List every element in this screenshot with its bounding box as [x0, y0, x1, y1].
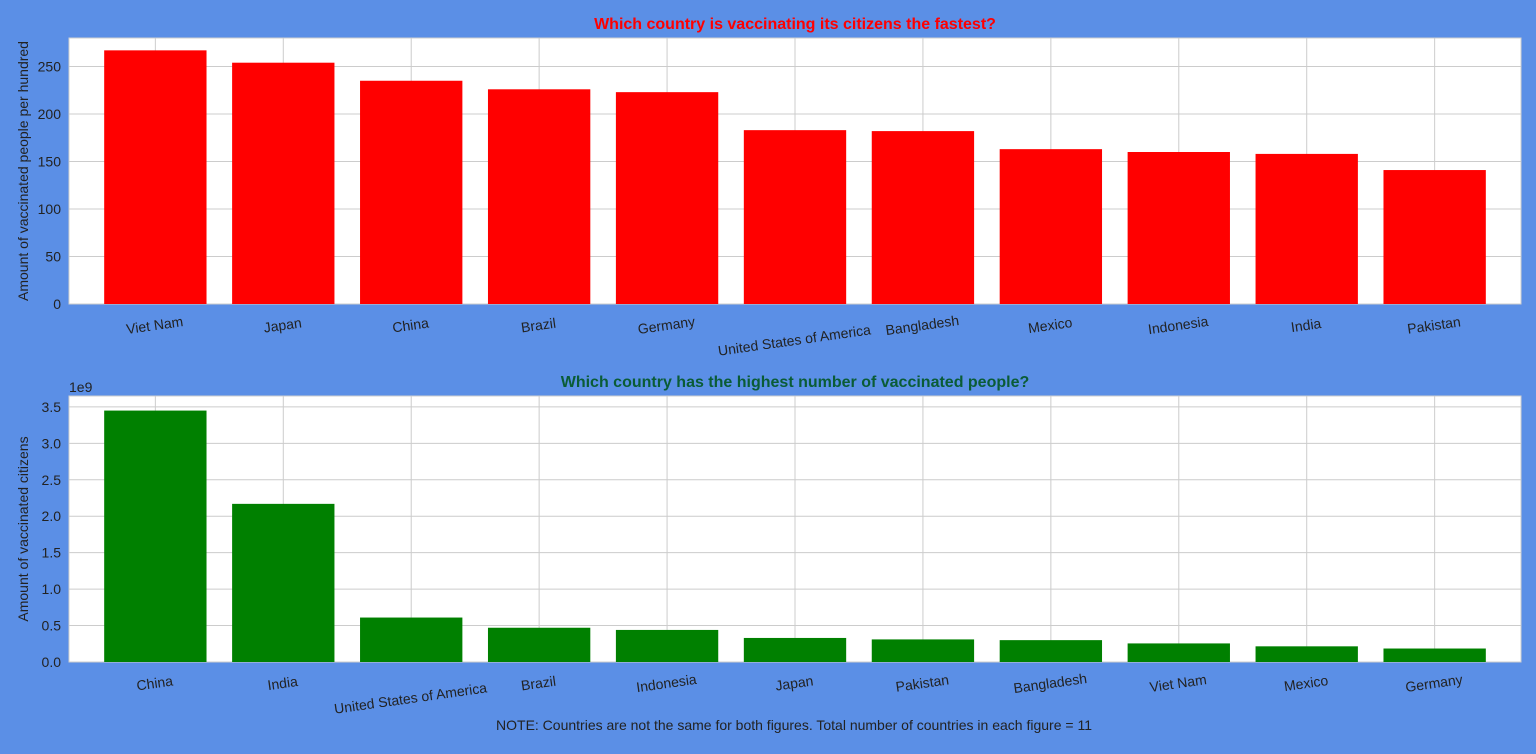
chart-1: 0 50 100 150 200 250 Viet Nam Japan China Brazil G… — [15, 16, 1522, 359]
bar-indonesia — [1127, 152, 1230, 304]
x-tick-label: Pakistan — [1406, 313, 1461, 336]
bar-pakistan — [871, 639, 975, 662]
y-tick-label: 2.0 — [42, 508, 62, 524]
x-tick-label: China — [391, 315, 430, 336]
y-tick-label: 3.5 — [42, 399, 62, 415]
bar-mexico — [999, 149, 1103, 304]
x-tick-label: Germany — [637, 313, 696, 337]
y-tick-label: 50 — [45, 249, 61, 265]
charts-group: 0 50 100 150 200 250 Viet Nam Japan China Brazil G… — [15, 16, 1522, 717]
x-tick-label: Mexico — [1027, 314, 1073, 336]
bar-united-states-of-america — [743, 130, 847, 304]
y-axis-label: Amount of vaccinated people per hundred — [15, 41, 31, 301]
y-offset-label: 1e9 — [69, 379, 93, 395]
bar-viet-nam — [1127, 643, 1230, 662]
footer-note: NOTE: Countries are not the same for bot… — [496, 717, 1092, 733]
bar-germany — [1383, 648, 1486, 662]
bar-pakistan — [1383, 170, 1486, 304]
x-tick-label: India — [266, 673, 299, 693]
bar-mexico — [1255, 646, 1358, 662]
bar-india — [1255, 153, 1358, 304]
x-tick-label: Japan — [263, 314, 303, 335]
chart-title: Which country has the highest number of … — [561, 374, 1030, 391]
y-tick-label: 150 — [38, 154, 62, 170]
y-tick-label: 200 — [38, 106, 62, 122]
x-tick-label: Viet Nam — [125, 313, 184, 337]
bar-brazil — [487, 627, 591, 662]
y-tick-label: 0.0 — [42, 654, 62, 670]
bar-china — [360, 80, 463, 304]
x-tick-label: United States of America — [333, 679, 488, 716]
bar-bangladesh — [999, 640, 1103, 662]
y-tick-label: 250 — [38, 59, 62, 75]
x-tick-label: Indonesia — [1147, 313, 1210, 337]
y-tick-label: 1.5 — [42, 545, 62, 561]
x-tick-label: Bangladesh — [1012, 670, 1087, 696]
y-tick-label: 0 — [53, 296, 61, 312]
bar-viet-nam — [104, 50, 207, 304]
x-tick-label: Pakistan — [895, 671, 950, 694]
x-tick-label: Brazil — [520, 315, 557, 336]
bar-brazil — [487, 89, 591, 304]
y-tick-label: 3.0 — [42, 435, 62, 451]
x-tick-label: Germany — [1404, 671, 1463, 695]
x-tick-label: China — [135, 673, 174, 694]
x-tick-label: Brazil — [520, 673, 557, 694]
bar-india — [232, 503, 335, 662]
chart-title: Which country is vaccinating its citizen… — [594, 16, 996, 33]
bar-united-states-of-america — [360, 617, 463, 662]
bar-china — [104, 410, 207, 662]
y-tick-label: 2.5 — [42, 472, 62, 488]
chart-2: 0.0 0.5 1.0 1.5 2.0 2.5 3.0 3.5 China India United… — [15, 374, 1522, 717]
bar-japan — [743, 637, 847, 662]
bar-japan — [232, 62, 335, 305]
y-tick-label: 1.0 — [42, 581, 62, 597]
y-tick-label: 100 — [38, 201, 62, 217]
bar-indonesia — [615, 629, 719, 662]
bar-germany — [615, 92, 719, 305]
x-tick-label: India — [1290, 315, 1323, 335]
y-tick-label: 0.5 — [42, 618, 62, 634]
x-tick-label: Bangladesh — [885, 312, 960, 338]
x-tick-label: Japan — [774, 672, 814, 693]
x-tick-label: Mexico — [1283, 672, 1329, 694]
bar-bangladesh — [871, 131, 975, 304]
x-tick-label: Viet Nam — [1149, 671, 1208, 695]
y-axis-label: Amount of vaccinated citizens — [15, 436, 31, 621]
x-tick-label: United States of America — [717, 321, 872, 358]
x-tick-label: Indonesia — [635, 671, 698, 695]
